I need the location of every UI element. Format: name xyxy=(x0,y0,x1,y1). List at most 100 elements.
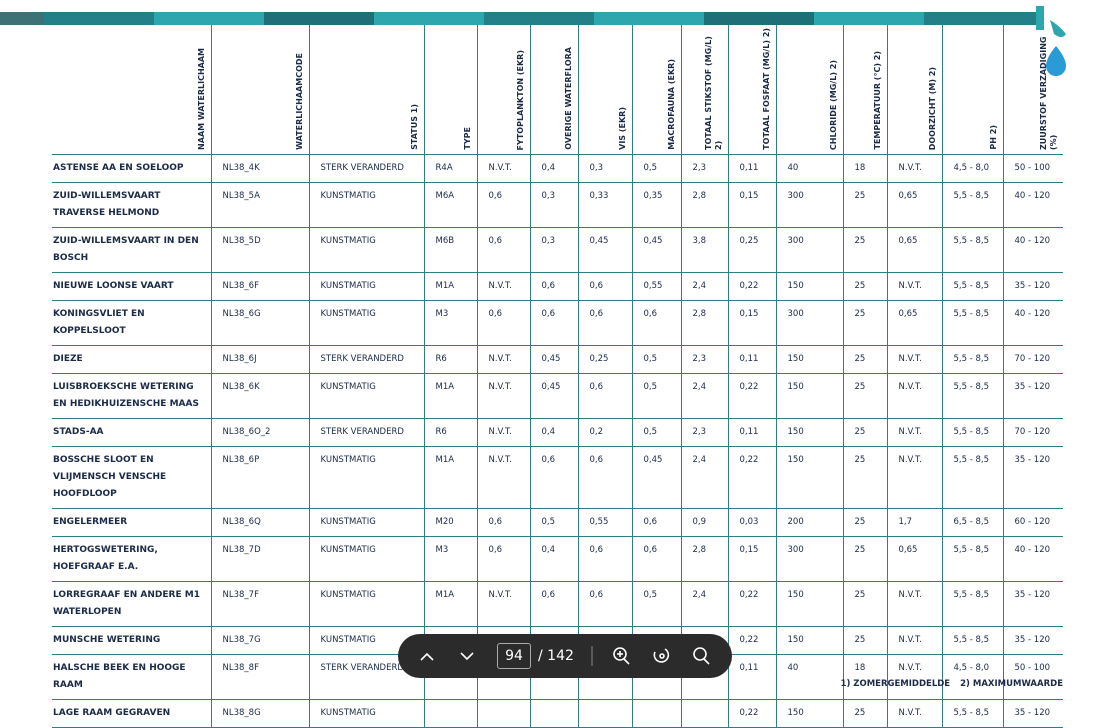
table-cell: M1A xyxy=(423,581,477,627)
column-header: MACROFAUNA (EKR) xyxy=(631,25,681,155)
table-cell: ASTENSE AA EN SOELOOP xyxy=(52,154,211,183)
table-row: KONINGSVLIET EN KOPPELSLOOT NL38_6G KUNSTM… xyxy=(52,300,1063,346)
table-cell: 3,8 xyxy=(680,227,728,273)
table-cell: 2,8 xyxy=(680,300,728,346)
table-cell: NL38_8G xyxy=(210,699,309,728)
decorative-bar xyxy=(0,12,1040,25)
pdf-toolbar: 94 / 142 xyxy=(398,634,732,678)
column-header: TYPE xyxy=(423,25,477,155)
table-cell: 0,6 xyxy=(476,508,530,537)
table-cell: N.V.T. xyxy=(886,345,942,374)
table-cell: M3 xyxy=(423,300,477,346)
table-cell: 0,65 xyxy=(886,182,942,228)
table-cell: 5,5 - 8,5 xyxy=(941,699,1003,728)
table-cell: KUNSTMATIG xyxy=(308,182,424,228)
table-cell: NL38_6G xyxy=(210,300,309,346)
column-header: OVERIGE WATERFLORA xyxy=(529,25,578,155)
table-row: NIEUWE LOONSE VAART NL38_6F KUNSTMATIG M1A N… xyxy=(52,272,1063,301)
table-cell: NL38_5D xyxy=(210,227,309,273)
table-cell xyxy=(631,699,681,728)
page-input[interactable]: 94 xyxy=(497,643,531,669)
table-cell: 0,11 xyxy=(727,345,776,374)
table-cell: 35 - 120 xyxy=(1002,272,1063,301)
table-cell: 2,3 xyxy=(680,345,728,374)
table-cell: KUNSTMATIG xyxy=(308,536,424,582)
table-cell: 0,22 xyxy=(727,626,776,655)
table-cell: 0,4 xyxy=(529,154,578,183)
page-total: / 142 xyxy=(538,648,574,664)
table-cell: 18 xyxy=(842,154,887,183)
column-header-text: STATUS 1) xyxy=(409,104,419,150)
column-header-text: MACROFAUNA (EKR) xyxy=(666,59,676,150)
table-cell: 25 xyxy=(842,373,887,419)
table-cell: 50 - 100 xyxy=(1002,654,1063,700)
table-cell: 5,5 - 8,5 xyxy=(941,345,1003,374)
table-cell: ENGELERMEER xyxy=(52,508,211,537)
table-cell: 300 xyxy=(775,536,843,582)
table-cell: 0,6 xyxy=(476,182,530,228)
table-cell: NL38_6Q xyxy=(210,508,309,537)
next-page[interactable] xyxy=(460,652,474,661)
table-cell: 0,5 xyxy=(631,418,681,447)
table-cell: 0,65 xyxy=(886,300,942,346)
table-cell: LAGE RAAM GEGRAVEN xyxy=(52,699,211,728)
table-cell: 0,11 xyxy=(727,654,776,700)
table-cell: 25 xyxy=(842,418,887,447)
table-row: BOSSCHE SLOOT EN VLIJMENSCH VENSCHE HOOF… xyxy=(52,446,1063,509)
table-cell: 25 xyxy=(842,536,887,582)
table-cell: 60 - 120 xyxy=(1002,508,1063,537)
table-cell: 0,65 xyxy=(886,227,942,273)
table-body: ASTENSE AA EN SOELOOP NL38_4K STERK VERAND… xyxy=(52,154,1063,728)
table-cell: 2,4 xyxy=(680,581,728,627)
table-cell: 40 - 120 xyxy=(1002,227,1063,273)
table-cell: NL38_4K xyxy=(210,154,309,183)
table-cell: 18 xyxy=(842,654,887,700)
table-cell: M6B xyxy=(423,227,477,273)
table-cell: KUNSTMATIG xyxy=(308,699,424,728)
column-header: TOTAAL FOSFAAT (MG/L) 2) xyxy=(727,25,776,155)
column-header: PH 2) xyxy=(941,25,1003,155)
table-cell: 25 xyxy=(842,508,887,537)
table-cell: 0,3 xyxy=(529,227,578,273)
column-header-text: TOTAAL STIKSTOF (MG/L) 2) xyxy=(703,36,723,150)
prev-page[interactable] xyxy=(420,652,434,661)
table-cell: M20 xyxy=(423,508,477,537)
rotate[interactable] xyxy=(653,648,670,663)
table-cell: 2,3 xyxy=(680,154,728,183)
table-cell: 40 - 120 xyxy=(1002,300,1063,346)
table-cell: 0,15 xyxy=(727,300,776,346)
table-cell: 0,22 xyxy=(727,446,776,509)
table-cell: HALSCHE BEEK EN HOOGE RAAM xyxy=(52,654,211,700)
table-cell: DIEZE xyxy=(52,345,211,374)
footnote: 1) ZOMERGEMIDDELDE xyxy=(840,679,951,689)
zoom-in[interactable] xyxy=(613,647,630,665)
table-cell: 0,6 xyxy=(577,272,632,301)
table-cell xyxy=(423,699,477,728)
table-cell: 0,6 xyxy=(529,446,578,509)
table-cell: N.V.T. xyxy=(476,418,530,447)
table-cell: N.V.T. xyxy=(886,626,942,655)
table-cell: 5,5 - 8,5 xyxy=(941,373,1003,419)
table-cell: 35 - 120 xyxy=(1002,373,1063,419)
table-cell: 2,4 xyxy=(680,373,728,419)
column-header-text: OVERIGE WATERFLORA xyxy=(563,47,573,150)
table-cell: 0,3 xyxy=(529,182,578,228)
table-cell: 0,22 xyxy=(727,272,776,301)
table-cell: 1,7 xyxy=(886,508,942,537)
table-cell: 40 xyxy=(775,654,843,700)
table-cell: N.V.T. xyxy=(476,581,530,627)
data-table: NAAM WATERLICHAAM WATERLICHAAMCODE STATUS … xyxy=(52,25,1063,728)
table-cell: NL38_6J xyxy=(210,345,309,374)
table-cell: 70 - 120 xyxy=(1002,345,1063,374)
search[interactable] xyxy=(693,647,710,665)
table-cell: N.V.T. xyxy=(886,418,942,447)
table-cell: 150 xyxy=(775,446,843,509)
table-cell: 2,3 xyxy=(680,418,728,447)
table-cell: 0,65 xyxy=(886,536,942,582)
table-cell: 0,25 xyxy=(577,345,632,374)
table-cell: 5,5 - 8,5 xyxy=(941,227,1003,273)
table-cell: 0,5 xyxy=(631,154,681,183)
table-cell: N.V.T. xyxy=(476,446,530,509)
table-cell: KUNSTMATIG xyxy=(308,227,424,273)
table-cell: STERK VERANDERD xyxy=(308,345,424,374)
